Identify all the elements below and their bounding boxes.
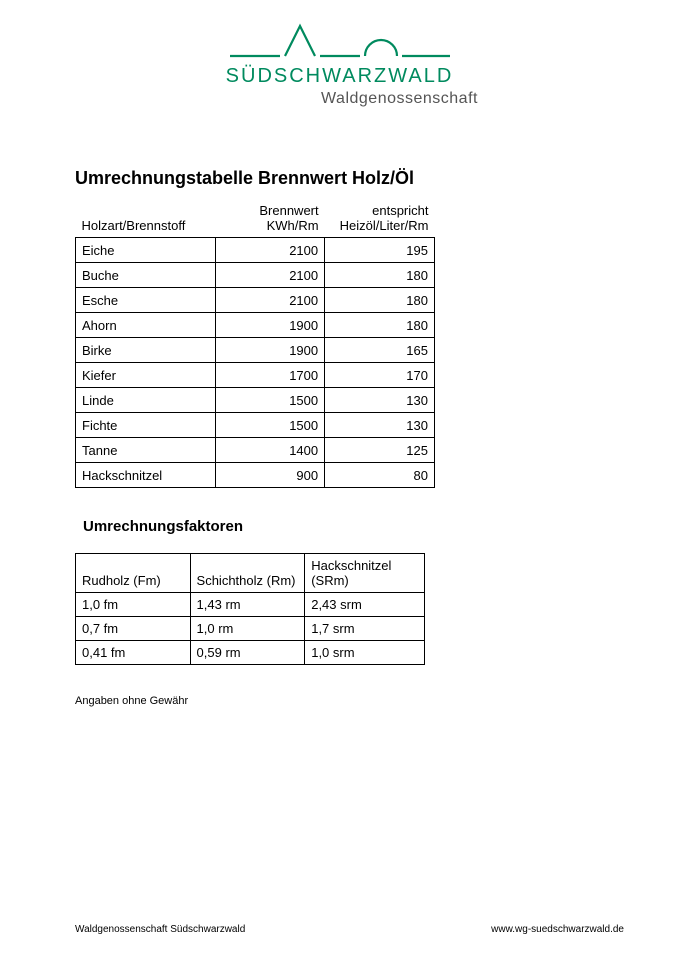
subtitle: Umrechnungsfaktoren <box>83 518 604 535</box>
cell-name: Esche <box>76 288 216 313</box>
table-row: 0,41 fm0,59 rm1,0 srm <box>76 641 425 665</box>
footer-left: Waldgenossenschaft Südschwarzwald <box>75 924 245 935</box>
cell-rm: 1,0 rm <box>190 617 305 641</box>
logo-mark <box>230 20 450 62</box>
table-row: Linde1500130 <box>76 388 435 413</box>
content: Umrechnungstabelle Brennwert Holz/Öl Hol… <box>0 108 679 707</box>
cell-name: Hackschnitzel <box>76 463 216 488</box>
faktoren-table: Rudholz (Fm) Schichtholz (Rm) Hackschnit… <box>75 553 425 665</box>
cell-kwh: 1900 <box>215 338 324 363</box>
cell-oil: 180 <box>325 313 435 338</box>
table-row: Fichte1500130 <box>76 413 435 438</box>
th-heizoel: entsprichtHeizöl/Liter/Rm <box>325 201 435 238</box>
cell-kwh: 2100 <box>215 238 324 263</box>
page-title: Umrechnungstabelle Brennwert Holz/Öl <box>75 168 604 189</box>
cell-srm: 2,43 srm <box>305 593 425 617</box>
logo-subtitle: Waldgenossenschaft <box>0 90 679 108</box>
cell-rm: 1,43 rm <box>190 593 305 617</box>
cell-name: Tanne <box>76 438 216 463</box>
brennwert-table: Holzart/Brennstoff BrennwertKWh/Rm entsp… <box>75 201 435 488</box>
cell-oil: 195 <box>325 238 435 263</box>
cell-kwh: 1700 <box>215 363 324 388</box>
cell-oil: 180 <box>325 288 435 313</box>
table-row: Buche2100180 <box>76 263 435 288</box>
cell-kwh: 2100 <box>215 288 324 313</box>
cell-oil: 130 <box>325 413 435 438</box>
logo: SÜDSCHWARZWALD Waldgenossenschaft <box>0 0 679 108</box>
table-row: Tanne1400125 <box>76 438 435 463</box>
cell-oil: 125 <box>325 438 435 463</box>
cell-name: Linde <box>76 388 216 413</box>
cell-fm: 0,7 fm <box>76 617 191 641</box>
cell-fm: 1,0 fm <box>76 593 191 617</box>
cell-kwh: 1900 <box>215 313 324 338</box>
cell-oil: 170 <box>325 363 435 388</box>
th-brennwert: BrennwertKWh/Rm <box>215 201 324 238</box>
cell-oil: 130 <box>325 388 435 413</box>
cell-rm: 0,59 rm <box>190 641 305 665</box>
cell-oil: 180 <box>325 263 435 288</box>
cell-name: Fichte <box>76 413 216 438</box>
cell-kwh: 1500 <box>215 388 324 413</box>
footer: Waldgenossenschaft Südschwarzwald www.wg… <box>75 924 624 935</box>
table-row: 0,7 fm1,0 rm1,7 srm <box>76 617 425 641</box>
cell-name: Birke <box>76 338 216 363</box>
table-row: Birke1900165 <box>76 338 435 363</box>
cell-kwh: 1500 <box>215 413 324 438</box>
table-row: 1,0 fm1,43 rm2,43 srm <box>76 593 425 617</box>
cell-srm: 1,0 srm <box>305 641 425 665</box>
table-row: Kiefer1700170 <box>76 363 435 388</box>
th-schichtholz: Schichtholz (Rm) <box>190 554 305 593</box>
th-hackschnitzel: Hackschnitzel(SRm) <box>305 554 425 593</box>
table-row: Esche2100180 <box>76 288 435 313</box>
table-row: Ahorn1900180 <box>76 313 435 338</box>
cell-oil: 165 <box>325 338 435 363</box>
table-row: Hackschnitzel90080 <box>76 463 435 488</box>
logo-title: SÜDSCHWARZWALD <box>0 65 679 88</box>
table-row: Eiche2100195 <box>76 238 435 263</box>
th-holzart: Holzart/Brennstoff <box>76 201 216 238</box>
cell-kwh: 1400 <box>215 438 324 463</box>
cell-oil: 80 <box>325 463 435 488</box>
cell-name: Ahorn <box>76 313 216 338</box>
footer-right: www.wg-suedschwarzwald.de <box>491 924 624 935</box>
cell-kwh: 2100 <box>215 263 324 288</box>
cell-name: Kiefer <box>76 363 216 388</box>
disclaimer: Angaben ohne Gewähr <box>75 695 604 707</box>
cell-srm: 1,7 srm <box>305 617 425 641</box>
th-rudholz: Rudholz (Fm) <box>76 554 191 593</box>
cell-name: Eiche <box>76 238 216 263</box>
cell-name: Buche <box>76 263 216 288</box>
cell-fm: 0,41 fm <box>76 641 191 665</box>
cell-kwh: 900 <box>215 463 324 488</box>
